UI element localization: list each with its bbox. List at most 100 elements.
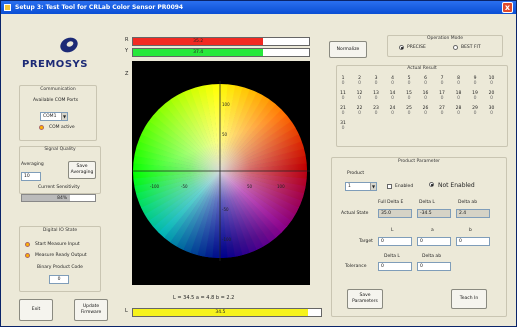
measure-ready-led [25,253,30,258]
result-day-value: 0 [424,111,427,116]
logo-text: PREMOSYS [22,59,88,70]
product-select[interactable]: 1 ▼ [345,182,377,191]
digital-io-title: Digital IO State [42,228,78,233]
actual-state-label: Actual State [341,211,369,216]
result-day-value: 0 [341,81,345,86]
result-day-number: 2 [358,76,361,81]
result-day-value: 0 [490,111,493,116]
com-status-label: COM active [49,125,75,130]
result-day-number: 6 [424,76,427,81]
binary-code-label: Binary Product Code [37,265,83,270]
result-day-value: 0 [358,111,361,116]
result-day: 13 0 [371,91,381,101]
precise-label: PRECISE [407,45,426,50]
signal-quality-title: Signal Quality [44,147,76,152]
sensitivity-bar: 84% [21,194,96,202]
averaging-input[interactable]: 10 [21,172,41,181]
sensitivity-value: 84% [22,195,71,201]
teach-in-button[interactable]: Teach In [451,289,487,309]
product-label: Product [347,171,365,176]
result-day: 16 0 [421,91,431,101]
exit-button[interactable]: Exit [19,299,53,321]
precise-radio[interactable] [399,45,404,50]
bar-r: 35.2 [132,37,310,46]
best-fit-radio[interactable] [453,45,458,50]
result-day-value: 0 [440,111,444,116]
com-status-led [39,125,44,130]
product-parameter-group [331,157,507,317]
signal-quality-group [19,146,101,194]
update-firmware-button[interactable]: Update Firmware [74,299,108,321]
result-day-number: 15 [406,91,412,96]
result-day-value: 0 [374,96,378,101]
b-header: b [469,228,472,233]
sensitivity-label: Current Sensitivity [38,185,80,190]
target-a-input[interactable]: 0 [417,237,451,246]
close-button[interactable]: x [502,2,513,13]
result-day-number: 3 [374,76,378,81]
result-day: 20 0 [487,91,497,101]
result-day-number: 20 [488,91,495,96]
target-label: Target [359,239,373,244]
result-day-value: 0 [391,111,394,116]
result-day-value: 0 [457,96,460,101]
result-day-number: 16 [422,91,429,96]
result-day-number: 1 [341,76,345,81]
window-title: Setup 3: Test Tool for CRLab Color Senso… [15,4,184,11]
result-day-number: 23 [373,106,379,111]
x-tick-100: 100 [277,184,285,189]
app-icon [4,4,11,11]
tolerance-l-input[interactable]: 0 [378,262,412,271]
com-ports-label: Available COM Ports [33,98,79,103]
result-day: 29 0 [470,106,480,116]
enabled-checkbox[interactable] [387,184,392,189]
normalize-button[interactable]: Normalize [329,41,367,58]
result-day: 18 0 [454,91,464,101]
result-day: 22 0 [355,106,365,116]
result-day-value: 0 [341,96,345,101]
result-day-value: 0 [358,81,361,86]
bar-label-z: Z [125,71,129,77]
save-averaging-button[interactable]: Save Averaging [68,161,96,179]
result-day: 23 0 [371,106,381,116]
not-enabled-radio[interactable] [429,182,434,187]
result-day: 25 0 [404,106,414,116]
result-day: 19 0 [470,91,480,101]
bar-label-r: R [125,37,129,43]
result-day: 14 0 [388,91,398,101]
operation-mode-group [387,35,503,57]
result-day: 15 0 [404,91,414,101]
start-measure-led [25,242,30,247]
result-day-value: 0 [341,111,345,116]
com-port-select[interactable]: COM1 ▼ [40,112,68,121]
result-day-number: 17 [439,91,445,96]
result-day-number: 9 [473,76,477,81]
target-l-input[interactable]: 0 [378,237,412,246]
color-space-chart: -100 -50 50 100 100 50 -50 -100 [132,61,310,285]
result-day-value: 0 [391,96,394,101]
binary-code-value: 0 [49,275,69,284]
product-select-value: 1 [348,184,351,189]
result-day-number: 24 [389,106,396,111]
result-day-value: 0 [374,81,378,86]
measure-ready-label: Measure Ready Output [35,253,87,258]
tolerance-ab-input[interactable]: 0 [417,262,451,271]
result-day-value: 0 [424,96,427,101]
y-tick-100: 100 [222,102,230,107]
target-b-input[interactable]: 0 [456,237,490,246]
result-day-number: 4 [391,76,394,81]
save-parameters-button[interactable]: Save Parameters [347,289,383,309]
communication-group [19,85,97,141]
result-day-number: 19 [472,91,478,96]
result-day-number: 26 [422,106,429,111]
not-enabled-label: Not Enabled [438,182,475,189]
result-day-value: 0 [407,111,411,116]
result-day-value: 0 [440,96,444,101]
result-day: 31 0 [338,121,348,131]
chevron-down-icon: ▼ [61,113,67,120]
result-day-number: 10 [488,76,495,81]
x-tick-50: 50 [247,184,253,189]
result-day-number: 12 [356,91,363,96]
y-tick-neg50: -50 [222,207,229,212]
